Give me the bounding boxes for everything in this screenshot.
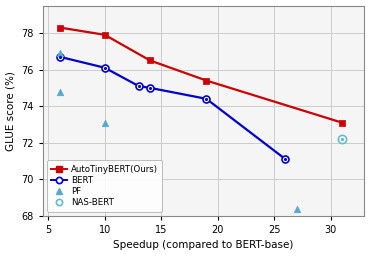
Y-axis label: GLUE score (%): GLUE score (%) — [6, 71, 16, 151]
Point — [339, 137, 345, 141]
Point — [102, 121, 108, 125]
Point — [339, 137, 345, 141]
Point — [57, 51, 63, 55]
Legend: AutoTinyBERT(Ours), BERT, PF, NAS-BERT: AutoTinyBERT(Ours), BERT, PF, NAS-BERT — [47, 161, 162, 211]
Point — [57, 89, 63, 93]
Point — [294, 207, 300, 211]
X-axis label: Speedup (compared to BERT-base): Speedup (compared to BERT-base) — [113, 240, 294, 250]
